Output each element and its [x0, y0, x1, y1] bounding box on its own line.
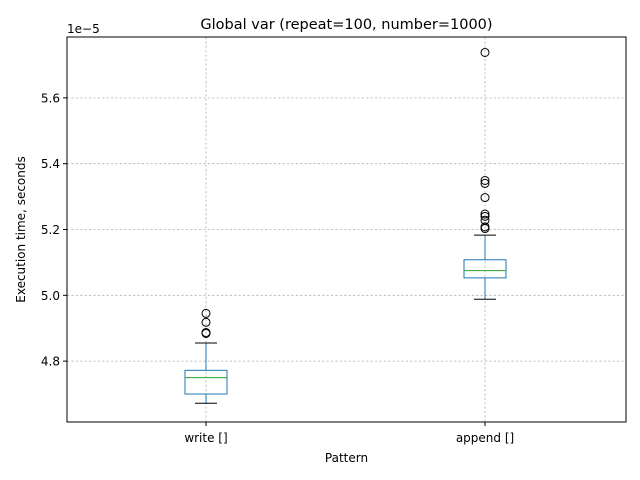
x-tick-label: append []: [456, 431, 514, 445]
y-axis-label: Execution time, seconds: [14, 156, 28, 303]
outlier-point: [480, 222, 490, 232]
x-tick-label: write []: [184, 431, 227, 445]
outlier-point: [201, 308, 211, 318]
ticks: 4.8 5.0 5.2 5.4 5.6 write [] append []: [41, 91, 514, 445]
x-axis-label: Pattern: [325, 451, 368, 465]
iqr-box: [463, 259, 507, 279]
y-tick-label: 4.8: [41, 355, 60, 369]
outlier-point: [480, 175, 490, 185]
y-tick-label: 5.4: [41, 157, 60, 171]
outlier-point: [201, 328, 211, 338]
y-tick-label: 5.0: [41, 289, 60, 303]
outlier-point: [480, 211, 490, 221]
outlier-point: [201, 317, 211, 327]
y-tick-label: 5.6: [41, 91, 60, 105]
boxes: [184, 47, 507, 404]
y-offset-label: 1e−5: [67, 22, 100, 36]
outlier-point: [480, 178, 490, 188]
iqr-box: [184, 369, 228, 395]
outlier-point: [480, 215, 490, 225]
box-write: [184, 308, 228, 404]
y-tick-label: 5.2: [41, 223, 60, 237]
outlier-point: [480, 193, 490, 203]
outlier-point: [480, 47, 490, 57]
grid: [67, 37, 626, 422]
box-append: [463, 47, 507, 300]
chart-title: Global var (repeat=100, number=1000): [200, 17, 492, 33]
outlier-point: [480, 209, 490, 219]
